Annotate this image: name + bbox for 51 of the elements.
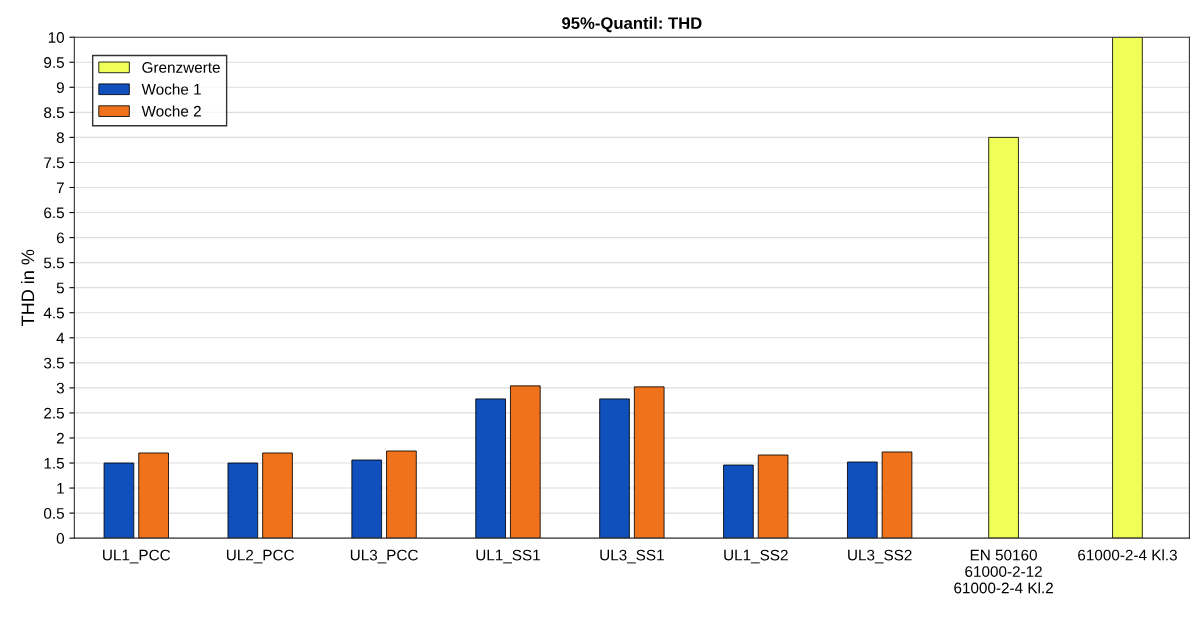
x-tick-label: UL1_PCC: [103, 549, 171, 564]
y-tick-label: 6.5: [44, 207, 64, 219]
y-tick-label: 10: [48, 32, 65, 43]
y-tick-label: 2.5: [44, 407, 64, 419]
bar: [881, 451, 913, 539]
x-tick-label: UL1_SS2: [724, 549, 788, 564]
y-tick-label: 9: [56, 82, 64, 93]
y-tick-label: 0.5: [43, 507, 64, 519]
y-tick-label: 7: [56, 182, 64, 194]
bar: [723, 464, 754, 539]
legend-label: Woche 1: [141, 83, 201, 95]
x-tick-label: UL3_PCC: [350, 549, 418, 564]
y-tick-label: 5: [56, 282, 64, 294]
legend-label: Woche 2: [141, 105, 201, 117]
bar: [757, 454, 789, 539]
y-tick-label: 5.5: [43, 257, 64, 269]
y-tick-label: 8: [56, 132, 64, 144]
y-tick-label: 2: [56, 432, 64, 444]
bar: [847, 461, 878, 539]
y-tick-label: 3: [56, 382, 64, 394]
bar: [386, 450, 417, 539]
y-axis-title: THD in %: [20, 249, 35, 326]
x-tick-label: UL3_SS1: [600, 549, 664, 564]
bar: [988, 136, 1019, 539]
x-tick-label: UL3_SS2: [848, 549, 912, 564]
x-tick-label: EN 50160 61000-2-12 61000-2-4 Kl.2: [954, 549, 1053, 594]
y-tick-label: 1: [57, 483, 64, 494]
bar: [138, 452, 169, 539]
y-tick-label: 9.5: [44, 57, 64, 68]
bar: [103, 462, 135, 539]
y-tick-label: 0: [56, 533, 65, 544]
bar: [475, 398, 506, 539]
chart-title: 95%-Quantil: THD: [562, 16, 702, 33]
y-tick-label: 3.5: [43, 357, 64, 369]
y-tick-label: 8.5: [44, 107, 64, 119]
legend-label: Grenzwerte: [142, 62, 220, 73]
bar: [599, 398, 630, 539]
x-tick-label: 61000-2-4 Kl.3: [1078, 549, 1177, 561]
bar: [1112, 37, 1143, 539]
x-tick-label: UL2_PCC: [226, 549, 294, 564]
y-tick-label: 4.5: [43, 307, 64, 319]
bar: [510, 385, 541, 539]
y-tick-label: 1.5: [44, 458, 64, 469]
bar: [351, 459, 383, 539]
y-tick-label: 4: [56, 332, 65, 344]
x-tick-label: UL1_SS1: [476, 549, 540, 564]
y-tick-label: 6: [56, 232, 64, 244]
bar: [262, 452, 293, 539]
y-tick-label: 7.5: [44, 157, 64, 169]
bar: [227, 462, 259, 539]
bar: [633, 386, 665, 539]
